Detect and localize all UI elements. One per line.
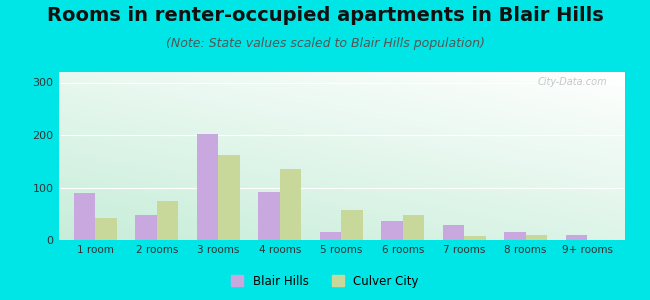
Bar bbox=[320, 232, 341, 240]
Bar bbox=[135, 215, 157, 240]
Text: City-Data.com: City-Data.com bbox=[538, 77, 607, 87]
Bar bbox=[96, 218, 117, 240]
Bar bbox=[341, 209, 363, 240]
Bar bbox=[197, 134, 218, 240]
Legend: Blair Hills, Culver City: Blair Hills, Culver City bbox=[227, 271, 422, 291]
Bar bbox=[258, 192, 280, 240]
Bar bbox=[566, 235, 587, 240]
Bar bbox=[504, 232, 526, 240]
Text: (Note: State values scaled to Blair Hills population): (Note: State values scaled to Blair Hill… bbox=[166, 38, 484, 50]
Bar bbox=[381, 220, 403, 240]
Bar bbox=[157, 201, 178, 240]
Bar bbox=[443, 225, 464, 240]
Bar bbox=[218, 155, 240, 240]
Text: Rooms in renter-occupied apartments in Blair Hills: Rooms in renter-occupied apartments in B… bbox=[47, 6, 603, 25]
Bar bbox=[526, 235, 547, 240]
Bar bbox=[464, 236, 486, 240]
Bar bbox=[74, 193, 96, 240]
Bar bbox=[403, 215, 424, 240]
Bar bbox=[280, 169, 302, 240]
